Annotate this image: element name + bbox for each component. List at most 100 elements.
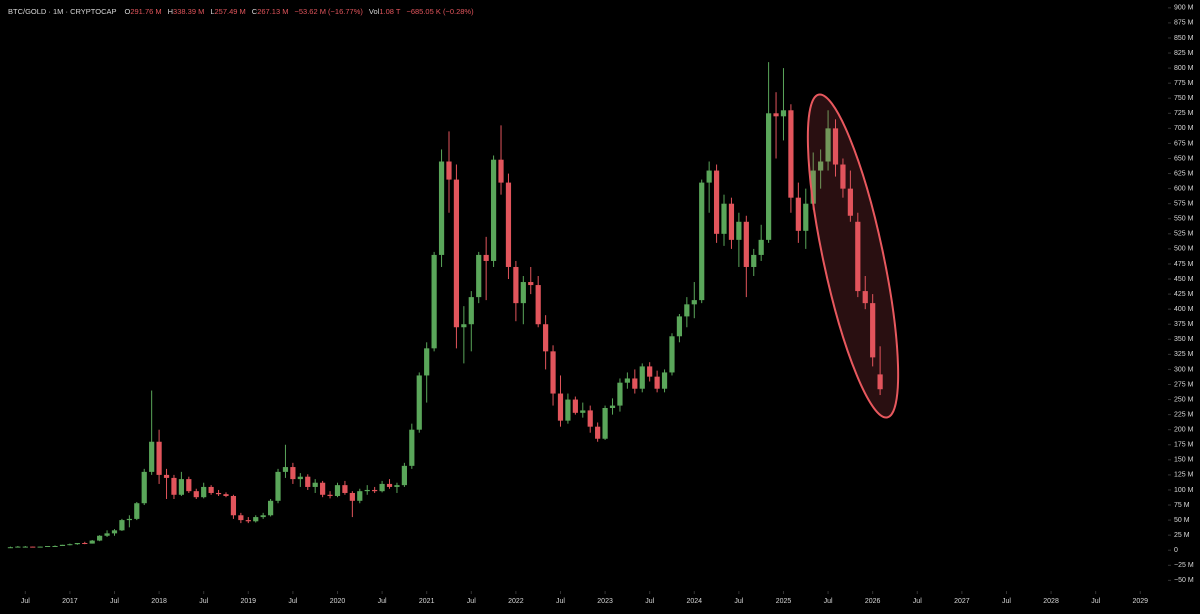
candle-body — [424, 348, 430, 376]
y-tick-label: 825 M — [1174, 50, 1194, 57]
candle-body — [178, 479, 184, 495]
candle-body — [97, 535, 103, 541]
x-tick-label: Jul — [913, 598, 922, 605]
candle-body — [684, 304, 690, 317]
candle-body — [119, 520, 125, 531]
x-tick-label: 2026 — [865, 598, 881, 605]
candle-body — [572, 399, 578, 413]
candle-body — [587, 410, 593, 427]
candle-body — [89, 540, 95, 544]
candle-body — [699, 182, 705, 301]
candle-body — [818, 161, 824, 171]
y-tick-label: 200 M — [1174, 427, 1194, 434]
candle-body — [223, 494, 229, 496]
candle-body — [832, 128, 839, 165]
candle-body — [595, 426, 601, 439]
header-value: 338.39 M — [173, 7, 204, 16]
y-tick-label: 475 M — [1174, 261, 1194, 268]
candle-body — [751, 254, 757, 267]
candle-body — [446, 161, 452, 180]
candle-body — [193, 491, 199, 498]
x-tick-label: Jul — [288, 598, 297, 605]
candle-body — [565, 399, 571, 421]
x-tick-label: 2027 — [954, 598, 970, 605]
y-tick-label: 775 M — [1174, 80, 1194, 87]
candle-body — [505, 182, 512, 267]
candle-body — [877, 374, 883, 390]
y-tick-label: 725 M — [1174, 110, 1194, 117]
candle-body — [44, 546, 51, 548]
candle-body — [349, 492, 355, 501]
candle-body — [468, 297, 474, 325]
y-tick-label: 250 M — [1174, 396, 1194, 403]
x-tick-label: Jul — [556, 598, 565, 605]
candle-body — [141, 471, 147, 504]
y-tick-label: 100 M — [1174, 487, 1194, 494]
candle-body — [706, 170, 712, 183]
candle-body — [728, 203, 735, 240]
candle-body — [483, 254, 489, 261]
y-tick-label: 550 M — [1174, 216, 1194, 223]
header-label: H — [168, 7, 173, 16]
x-tick-label: Jul — [1091, 598, 1100, 605]
candle-body — [862, 291, 868, 304]
y-tick-label: 350 M — [1174, 336, 1194, 343]
y-tick-label: 450 M — [1174, 276, 1194, 283]
y-tick-label: 675 M — [1174, 140, 1194, 147]
x-tick-label: 2029 — [1132, 598, 1148, 605]
candle-body — [736, 221, 742, 240]
candle-body — [275, 471, 281, 501]
y-tick-label: 425 M — [1174, 291, 1194, 298]
y-tick-label: 525 M — [1174, 231, 1194, 238]
candle-body — [691, 300, 697, 305]
candle-body — [15, 546, 21, 548]
candle-body — [30, 546, 36, 548]
y-tick-label: 150 M — [1174, 457, 1194, 464]
candle-body — [245, 520, 251, 522]
candle-body — [743, 221, 749, 267]
candle-body — [372, 489, 378, 492]
candle-body — [238, 515, 244, 521]
candle-body — [364, 489, 370, 492]
y-tick-label: 600 M — [1174, 185, 1194, 192]
y-tick-label: 25 M — [1174, 532, 1190, 539]
y-tick-label: 500 M — [1174, 246, 1194, 253]
candle-body — [453, 179, 460, 328]
candle-body — [394, 485, 400, 487]
candle-body — [810, 170, 816, 204]
x-tick-label: 2022 — [508, 598, 524, 605]
header: BTC/GOLD · 1M · CRYPTOCAP O 291.76 M H 338.… — [8, 7, 474, 16]
candle-body — [795, 197, 801, 231]
candle-body — [312, 482, 318, 487]
x-tick-label: Jul — [21, 598, 30, 605]
candles — [7, 62, 883, 549]
x-tick-label: Jul — [378, 598, 387, 605]
candle-body — [290, 467, 296, 480]
x-tick-label: 2025 — [776, 598, 792, 605]
x-tick-label: 2019 — [241, 598, 257, 605]
x-tick-label: Jul — [110, 598, 119, 605]
candle-body — [208, 486, 214, 493]
candle-body — [409, 429, 415, 466]
header-value: 291.76 M — [130, 7, 161, 16]
candle-body — [104, 533, 110, 536]
candle-body — [602, 407, 608, 439]
highlight-ellipse — [806, 93, 900, 419]
candle-body — [676, 316, 683, 337]
y-tick-label: 125 M — [1174, 472, 1194, 479]
y-tick-label: −50 M — [1174, 577, 1194, 584]
candle-body — [847, 188, 853, 216]
candle-body — [305, 476, 311, 487]
candle-body — [282, 467, 289, 472]
chart-title: BTC/GOLD · 1M · CRYPTOCAP — [8, 7, 117, 16]
candle-body — [803, 203, 809, 231]
candle-body — [59, 544, 66, 547]
y-tick-label: 875 M — [1174, 20, 1194, 27]
y-tick-label: −25 M — [1174, 562, 1194, 569]
candle-body — [416, 375, 422, 430]
candle-body — [840, 164, 846, 189]
candle-body — [215, 492, 222, 495]
y-tick-label: 275 M — [1174, 381, 1194, 388]
candle-body — [825, 128, 831, 162]
y-tick-label: 575 M — [1174, 201, 1194, 208]
